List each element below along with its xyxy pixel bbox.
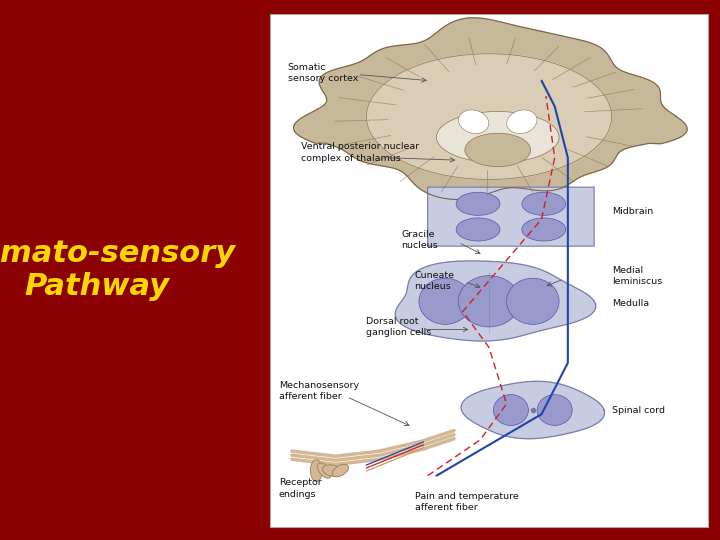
Polygon shape [461,381,605,438]
Text: Receptor
endings: Receptor endings [279,478,322,498]
Ellipse shape [318,463,331,478]
Bar [270,14,708,527]
Ellipse shape [332,464,348,477]
Ellipse shape [507,278,559,325]
Text: Gracile
nucleus: Gracile nucleus [402,230,438,250]
Ellipse shape [456,192,500,215]
Text: Somato-sensory
Pathway: Somato-sensory Pathway [0,239,236,301]
Text: Pain and temperature
afferent fiber: Pain and temperature afferent fiber [415,492,518,512]
FancyBboxPatch shape [428,187,594,246]
Ellipse shape [522,218,566,241]
Ellipse shape [456,218,500,241]
Ellipse shape [436,111,559,163]
Ellipse shape [522,192,566,215]
Ellipse shape [537,395,572,426]
Text: Mechanosensory
afferent fiber: Mechanosensory afferent fiber [279,381,359,401]
Ellipse shape [465,133,531,167]
Text: Medulla: Medulla [612,299,649,308]
Text: Cuneate
nucleus: Cuneate nucleus [415,271,454,291]
Ellipse shape [310,460,323,481]
Polygon shape [294,18,687,200]
Ellipse shape [459,275,520,327]
Text: Spinal cord: Spinal cord [612,406,665,415]
Ellipse shape [419,278,472,325]
Ellipse shape [507,110,537,133]
Polygon shape [395,261,595,341]
Text: Ventral posterior nuclear
complex of thalamus: Ventral posterior nuclear complex of tha… [301,143,419,163]
Ellipse shape [459,110,489,133]
Text: Midbrain: Midbrain [612,207,653,216]
Text: Medial
leminiscus: Medial leminiscus [612,266,662,286]
Text: Dorsal root
ganglion cells: Dorsal root ganglion cells [366,317,431,337]
Polygon shape [366,54,612,179]
Ellipse shape [493,395,528,426]
Text: Somatic
sensory cortex: Somatic sensory cortex [287,63,358,83]
Ellipse shape [323,465,342,476]
